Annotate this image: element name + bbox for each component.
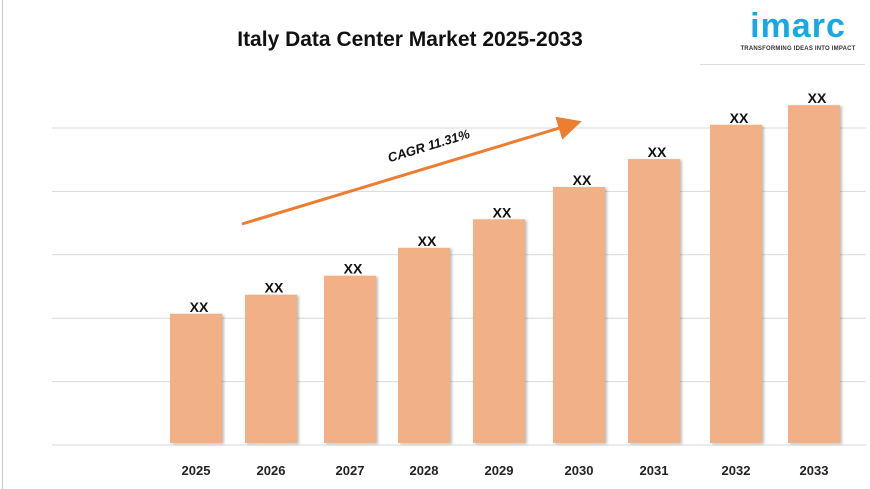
bar-2032 xyxy=(710,124,762,443)
x-tick-label: 2031 xyxy=(640,463,669,478)
logo-word: imarc xyxy=(750,7,846,45)
data-label-2027: XX xyxy=(344,261,363,277)
data-label-2028: XX xyxy=(418,233,437,249)
x-tick-label: 2030 xyxy=(565,463,594,478)
imarc-logo: imarc TRANSFORMING IDEAS INTO IMPACT xyxy=(736,6,860,52)
bar-2026 xyxy=(245,294,297,443)
bar-2025 xyxy=(170,313,222,443)
x-tick-label: 2027 xyxy=(336,463,365,478)
data-label-2025: XX xyxy=(190,299,209,315)
x-tick-label: 2033 xyxy=(800,463,829,478)
bar-2029 xyxy=(473,219,525,443)
x-tick-label: 2025 xyxy=(182,463,211,478)
bar-2027 xyxy=(324,275,376,443)
chart-title: Italy Data Center Market 2025-2033 xyxy=(237,28,583,51)
data-label-2032: XX xyxy=(730,110,749,126)
data-label-2029: XX xyxy=(493,204,512,220)
x-tick-label: 2026 xyxy=(257,463,286,478)
x-tick-label: 2029 xyxy=(485,463,514,478)
data-label-2033: XX xyxy=(808,90,827,106)
data-label-2030: XX xyxy=(573,172,592,188)
bar-2031 xyxy=(628,159,680,444)
cagr-arrow xyxy=(241,116,582,226)
logo-tagline: TRANSFORMING IDEAS INTO IMPACT xyxy=(740,46,856,52)
logo-divider xyxy=(700,64,865,65)
bar-2028 xyxy=(398,247,450,443)
data-label-2026: XX xyxy=(265,280,284,296)
data-label-2031: XX xyxy=(648,144,667,160)
frame-border xyxy=(2,0,3,489)
bar-2030 xyxy=(553,186,605,443)
bar-2033 xyxy=(788,105,840,444)
x-tick-label: 2028 xyxy=(410,463,439,478)
x-tick-label: 2032 xyxy=(722,463,751,478)
